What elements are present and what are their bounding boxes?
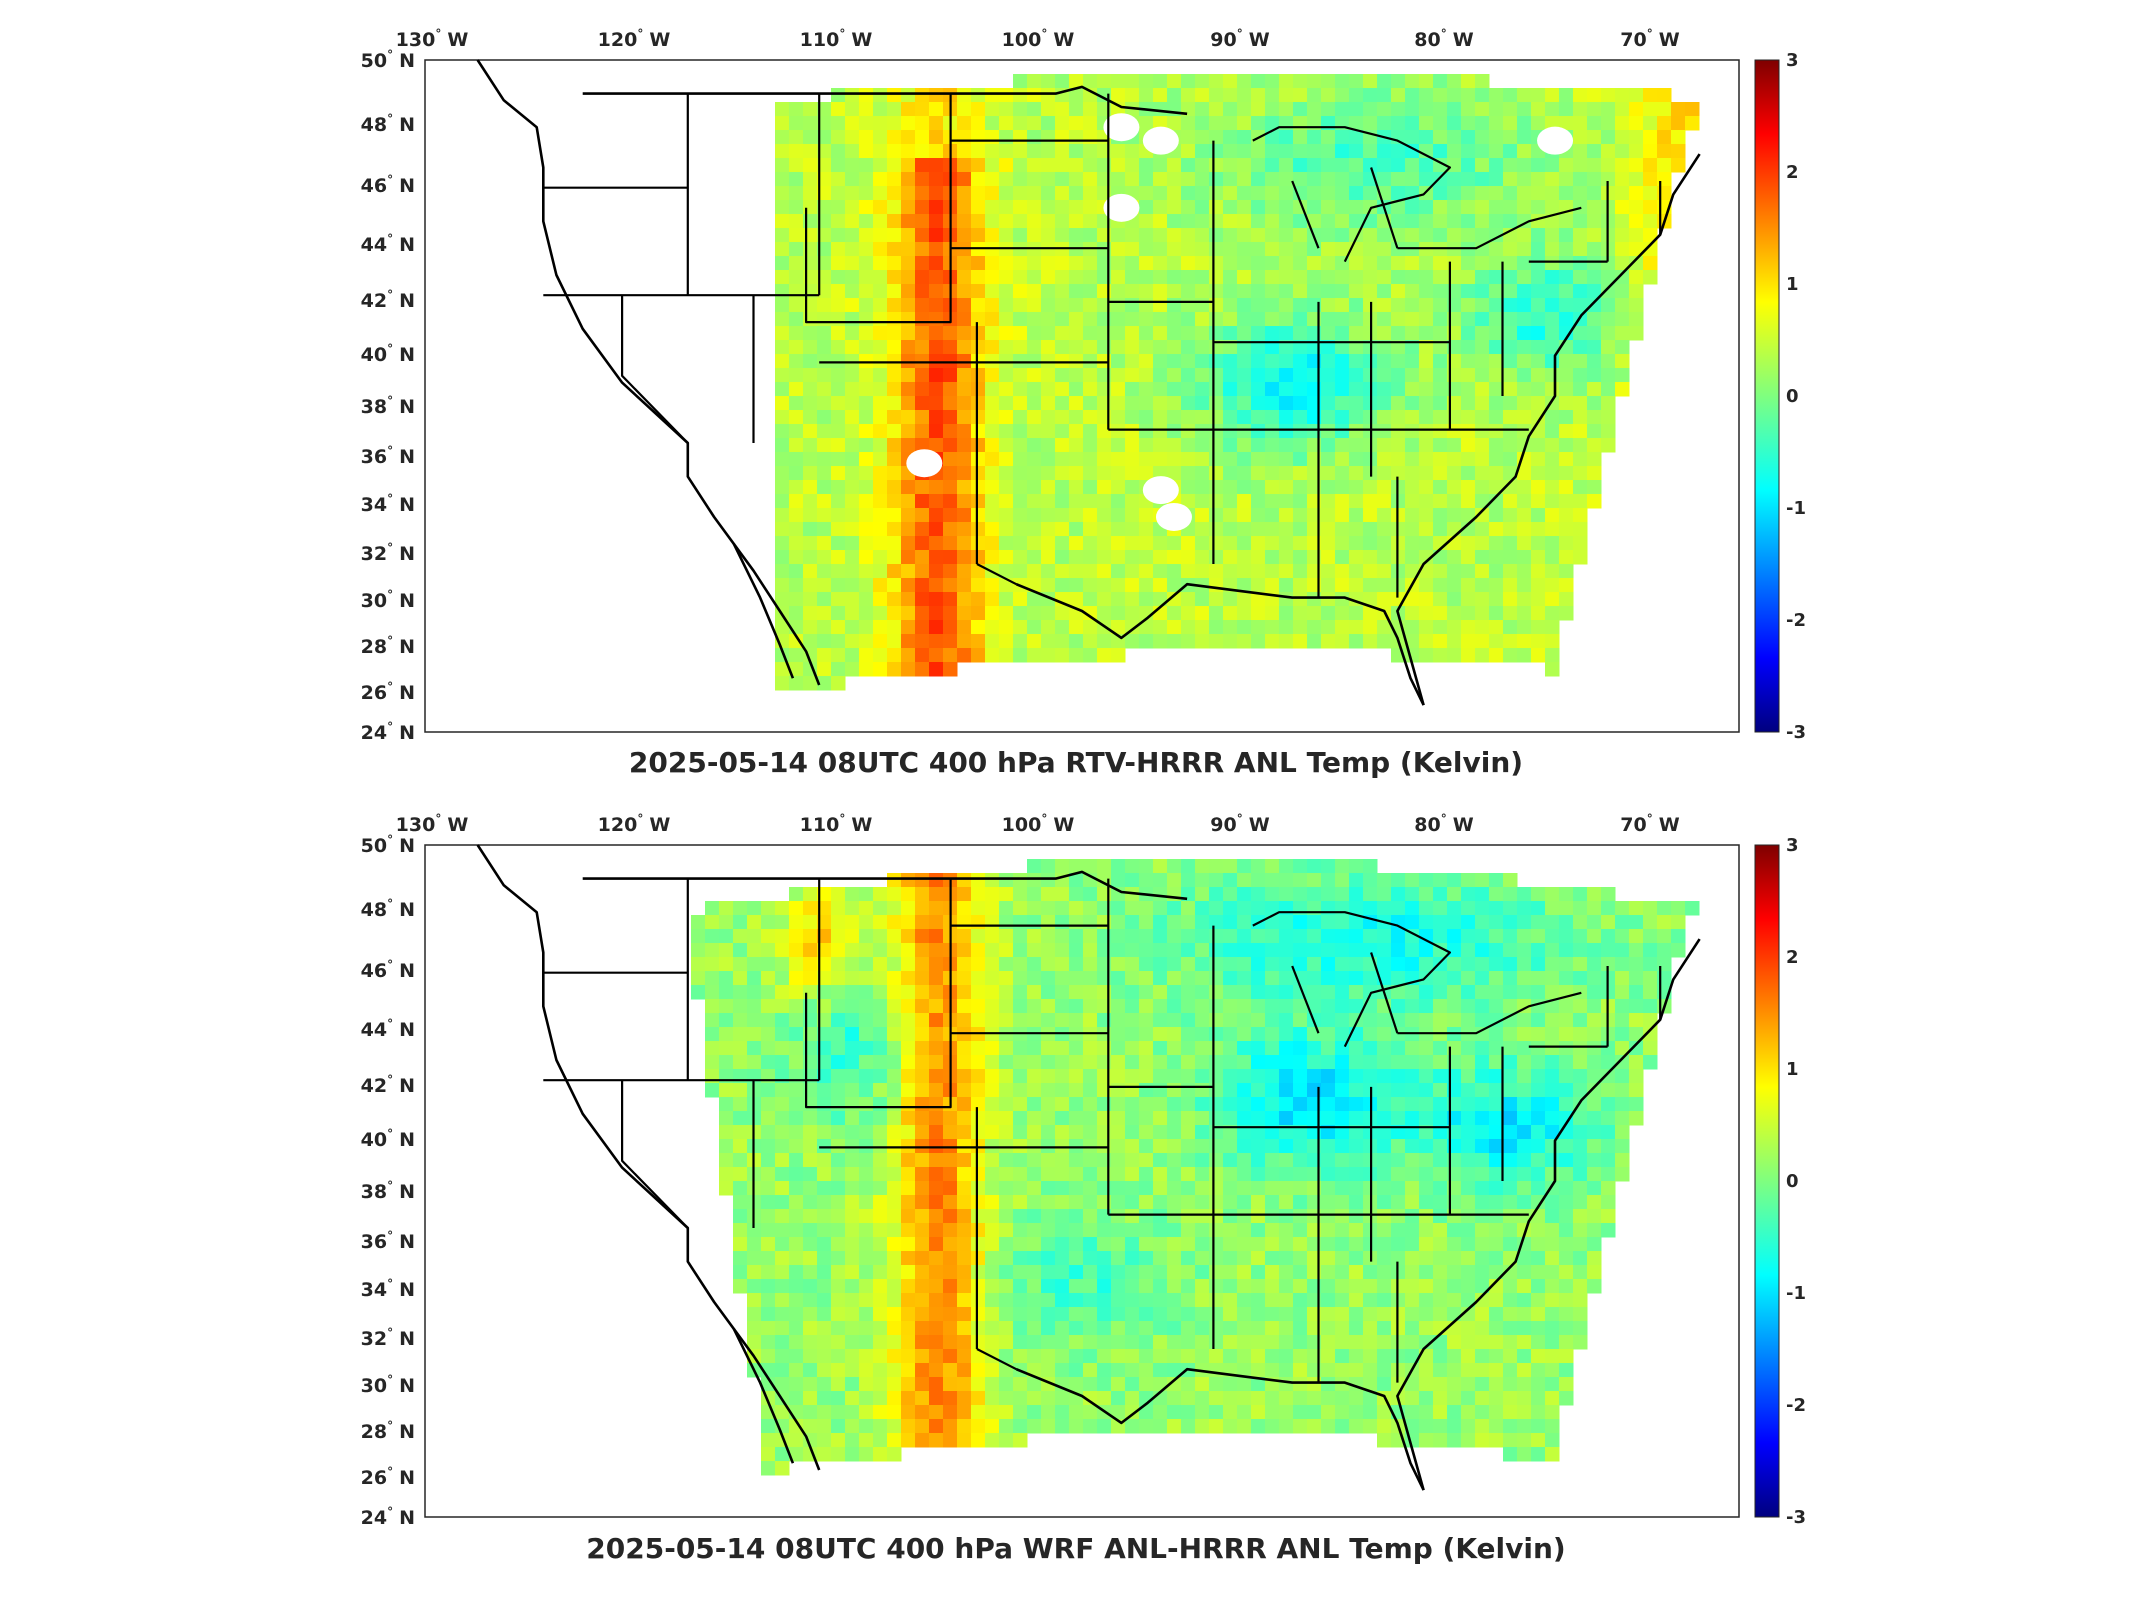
colorbar-tick-label: 0 [1786, 1171, 1799, 1192]
map-panel-wrf: 130° W 120° W 110° W 100° W 90° W 80° W 70° W 50° N 48°… [361, 812, 1806, 1565]
latitude-tick-label: 40° N [361, 342, 415, 366]
latitude-tick-label: 42° N [361, 1073, 415, 1097]
longitude-tick-label: 80° W [1414, 27, 1473, 51]
latitude-tick-label: 48° N [361, 112, 415, 136]
latitude-tick-label: 48° N [361, 897, 415, 921]
colorbar-tick-label: 2 [1786, 162, 1799, 183]
colorbar-tick-label: 1 [1786, 1059, 1799, 1080]
state-borders [476, 844, 1701, 1491]
boundary-line [1291, 180, 1320, 249]
latitude-tick-labels: 50° N 48° N 46° N 44° N 42° N 40° N 38° N 36° N 34° N 32° N… [361, 833, 415, 1529]
boundary-line [582, 870, 1188, 901]
boundary-line [1252, 911, 1452, 1048]
colorbar-tick-label: -2 [1786, 1395, 1806, 1416]
longitude-tick-label: 130° W [396, 27, 469, 51]
latitude-tick-label: 26° N [361, 680, 415, 704]
state-borders [476, 59, 1701, 706]
boundary-line [976, 1348, 1017, 1371]
boundary-line [582, 85, 1188, 116]
latitude-tick-label: 26° N [361, 1465, 415, 1489]
boundary-line [620, 295, 689, 444]
latitude-tick-label: 36° N [361, 1229, 415, 1253]
latitude-tick-label: 28° N [361, 1419, 415, 1443]
boundary-line [1291, 965, 1320, 1034]
longitude-tick-label: 130° W [396, 812, 469, 836]
latitude-tick-label: 36° N [361, 444, 415, 468]
boundary-line [476, 59, 821, 686]
latitude-tick-label: 24° N [361, 720, 415, 744]
panel-title: 2025-05-14 08UTC 400 hPa WRF ANL-HRRR AN… [586, 1532, 1565, 1565]
colorbar-tick-label: 3 [1786, 835, 1799, 856]
colorbar-tick-label: 2 [1786, 947, 1799, 968]
colorbar-tick-labels: 3 2 1 0 -1 -2 -3 [1786, 835, 1806, 1528]
longitude-tick-label: 80° W [1414, 812, 1473, 836]
boundary-line [1397, 206, 1582, 250]
colorbar [1754, 844, 1780, 1518]
longitude-tick-label: 120° W [598, 27, 671, 51]
longitude-tick-label: 100° W [1002, 812, 1075, 836]
latitude-tick-label: 46° N [361, 958, 415, 982]
boundary-line [976, 563, 1017, 586]
colorbar-tick-labels: 3 2 1 0 -1 -2 -3 [1786, 50, 1806, 743]
latitude-tick-label: 24° N [361, 1505, 415, 1529]
latitude-tick-label: 50° N [361, 833, 415, 857]
temperature-difference-field [691, 859, 1700, 1476]
longitude-tick-label: 100° W [1002, 27, 1075, 51]
longitude-tick-label: 110° W [800, 27, 873, 51]
boundary-line [732, 1328, 795, 1464]
boundary-line [1370, 952, 1399, 1034]
longitude-tick-label: 90° W [1210, 812, 1269, 836]
colorbar-tick-label: -1 [1786, 1283, 1806, 1304]
boundary-line [732, 543, 795, 679]
latitude-tick-label: 46° N [361, 173, 415, 197]
boundary-line [476, 844, 821, 1471]
longitude-tick-label: 90° W [1210, 27, 1269, 51]
colorbar-tick-label: -2 [1786, 610, 1806, 631]
panel-title: 2025-05-14 08UTC 400 hPa RTV-HRRR ANL Te… [629, 746, 1523, 779]
latitude-tick-label: 42° N [361, 288, 415, 312]
latitude-tick-label: 30° N [361, 1373, 415, 1397]
latitude-tick-label: 32° N [361, 541, 415, 565]
latitude-tick-label: 44° N [361, 232, 415, 256]
boundary-line [1252, 126, 1452, 263]
boundary-line [1396, 938, 1701, 1491]
colorbar [1754, 59, 1780, 733]
latitude-tick-labels: 50° N 48° N 46° N 44° N 42° N 40° N 38° N 36° N 34° N 32° N… [361, 48, 415, 744]
latitude-tick-label: 30° N [361, 588, 415, 612]
latitude-tick-label: 34° N [361, 1277, 415, 1301]
latitude-tick-label: 40° N [361, 1127, 415, 1151]
boundary-line [1396, 153, 1701, 706]
longitude-tick-label: 70° W [1620, 812, 1679, 836]
boundary-line [1015, 1367, 1425, 1491]
latitude-tick-label: 32° N [361, 1326, 415, 1350]
temperature-difference-field [775, 74, 1700, 691]
latitude-tick-label: 50° N [361, 48, 415, 72]
colorbar-tick-label: 1 [1786, 274, 1799, 295]
boundary-line [804, 93, 952, 324]
colorbar-tick-label: 3 [1786, 50, 1799, 71]
latitude-tick-label: 38° N [361, 1179, 415, 1203]
colorbar-tick-label: 0 [1786, 386, 1799, 407]
colorbar-tick-label: -3 [1786, 722, 1806, 743]
latitude-tick-label: 44° N [361, 1017, 415, 1041]
boundary-line [1370, 167, 1399, 249]
colorbar-tick-label: -3 [1786, 1507, 1806, 1528]
latitude-tick-label: 38° N [361, 394, 415, 418]
boundary-line [620, 1080, 689, 1229]
latitude-tick-label: 28° N [361, 634, 415, 658]
longitude-tick-labels: 130° W 120° W 110° W 100° W 90° W 80° W 70° W [396, 812, 1680, 836]
latitude-tick-label: 34° N [361, 492, 415, 516]
boundary-line [1397, 991, 1582, 1035]
boundary-line [1015, 582, 1425, 706]
longitude-tick-labels: 130° W 120° W 110° W 100° W 90° W 80° W 70° W [396, 27, 1680, 51]
boundary-line [804, 878, 952, 1109]
longitude-tick-label: 120° W [598, 812, 671, 836]
map-panel-rtv: 130° W 120° W 110° W 100° W 90° W 80° W 70° W 50° N 48°… [361, 27, 1806, 779]
colorbar-tick-label: -1 [1786, 498, 1806, 519]
longitude-tick-label: 70° W [1620, 27, 1679, 51]
longitude-tick-label: 110° W [800, 812, 873, 836]
